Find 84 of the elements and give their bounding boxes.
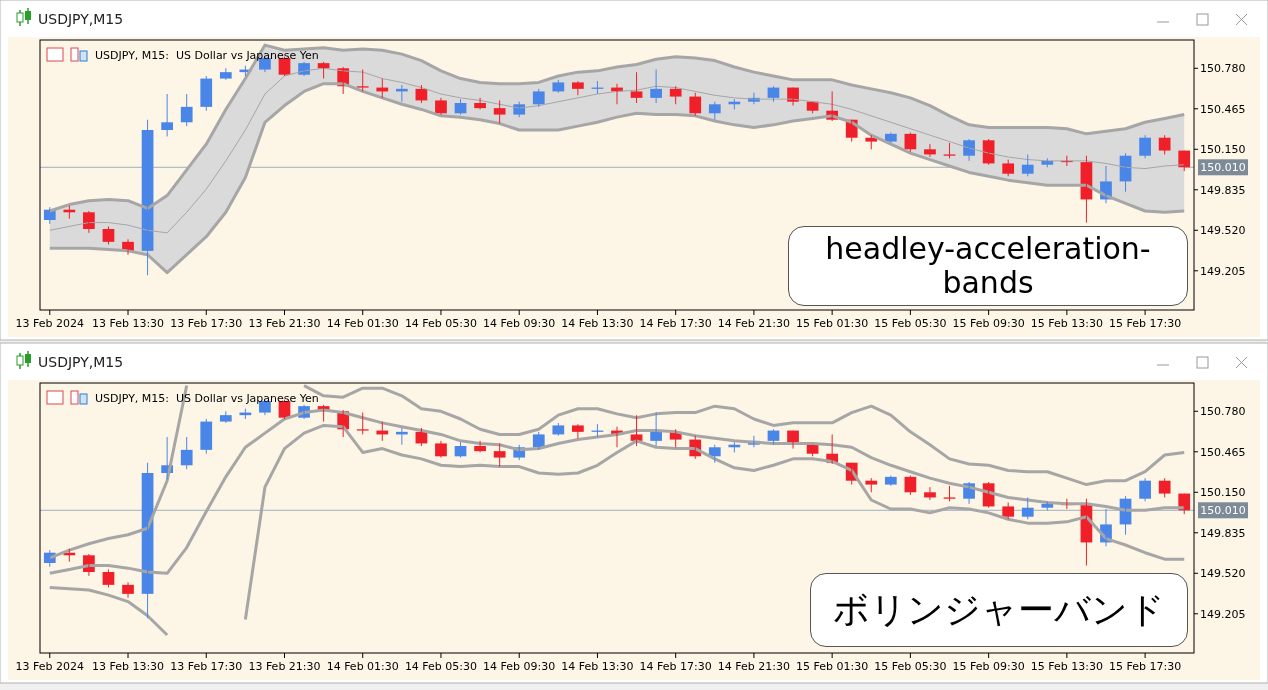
x-tick-label: 13 Feb 21:30 xyxy=(248,317,321,330)
candlestick xyxy=(865,477,878,493)
y-tick-label: 150.150 xyxy=(1200,486,1246,500)
candlestick xyxy=(1002,502,1015,520)
x-tick-label: 14 Feb 09:30 xyxy=(483,317,556,330)
x-tick-label: 15 Feb 13:30 xyxy=(1030,660,1103,673)
candlestick xyxy=(943,485,956,502)
candlestick xyxy=(219,410,232,424)
text: USDJPY, M15: US Dollar vs Japanese Yen xyxy=(95,49,319,62)
candlestick xyxy=(356,69,369,92)
x-tick-label: 15 Feb 01:30 xyxy=(796,660,869,673)
x-tick-label: 15 Feb 09:30 xyxy=(952,660,1025,673)
annotation: headley-acceleration-bands xyxy=(788,226,1188,306)
candlestick xyxy=(669,85,682,105)
text: USDJPY, M15: US Dollar vs Japanese Yen xyxy=(95,392,319,405)
x-tick-label: 14 Feb 17:30 xyxy=(639,317,712,330)
x-tick-label: 14 Feb 13:30 xyxy=(561,660,634,673)
y-tick-label: 150.150 xyxy=(1200,143,1246,157)
candlestick xyxy=(1158,134,1171,155)
y-tick-label: 149.205 xyxy=(1200,264,1246,278)
candlestick xyxy=(572,80,584,96)
x-tick-label: 14 Feb 01:30 xyxy=(326,660,399,673)
x-tick-label: 13 Feb 21:30 xyxy=(248,660,321,673)
candlestick xyxy=(1021,496,1034,520)
x-tick-label: 15 Feb 09:30 xyxy=(952,317,1025,330)
y-tick-label: 150.465 xyxy=(1200,445,1246,459)
x-tick-label: 15 Feb 05:30 xyxy=(874,660,947,673)
x-tick-label: 13 Feb 2024 xyxy=(15,660,85,673)
candlestick xyxy=(493,99,506,125)
candlestick xyxy=(572,423,584,439)
annotation: ボリンジャーバンド xyxy=(810,573,1188,647)
chart-title: USDJPY,M15 xyxy=(38,354,124,370)
x-tick-label: 14 Feb 21:30 xyxy=(717,317,790,330)
y-tick-label: 150.780 xyxy=(1200,62,1246,76)
candlestick xyxy=(356,412,369,435)
x-tick-label: 14 Feb 17:30 xyxy=(639,660,712,673)
y-tick-label: 149.835 xyxy=(1200,183,1246,197)
candlestick xyxy=(708,444,721,464)
x-tick-label: 13 Feb 13:30 xyxy=(91,317,165,330)
x-tick-label: 13 Feb 13:30 xyxy=(91,660,165,673)
candlestick xyxy=(219,67,232,81)
x-tick-label: 14 Feb 21:30 xyxy=(717,660,790,673)
candlestick xyxy=(1002,159,1015,177)
y-tick-label: 149.835 xyxy=(1200,526,1246,540)
x-tick-label: 13 Feb 2024 xyxy=(15,317,85,330)
candlestick xyxy=(532,431,545,451)
candlestick xyxy=(552,422,565,437)
x-tick-label: 15 Feb 01:30 xyxy=(796,317,869,330)
candlestick xyxy=(1041,500,1054,511)
candlestick xyxy=(689,92,702,117)
candlestick xyxy=(493,442,506,468)
candlestick xyxy=(200,418,213,455)
x-tick-label: 13 Feb 17:30 xyxy=(170,317,243,330)
x-tick-label: 14 Feb 05:30 xyxy=(404,660,478,673)
candlestick xyxy=(943,142,956,159)
candlestick xyxy=(180,436,193,470)
candlestick xyxy=(1021,153,1034,177)
x-tick-label: 15 Feb 05:30 xyxy=(874,317,947,330)
candlestick xyxy=(884,132,897,144)
chart-title: USDJPY,M15 xyxy=(38,11,124,27)
x-tick-label: 14 Feb 01:30 xyxy=(326,317,399,330)
ref-line-label: 150.010 xyxy=(1200,161,1246,175)
candlestick xyxy=(884,475,897,487)
y-tick-label: 149.520 xyxy=(1200,224,1246,238)
y-tick-label: 150.465 xyxy=(1200,102,1246,116)
x-tick-label: 15 Feb 17:30 xyxy=(1109,317,1182,330)
x-tick-label: 15 Feb 13:30 xyxy=(1030,317,1103,330)
candlestick xyxy=(708,101,721,121)
x-tick-label: 14 Feb 09:30 xyxy=(483,660,556,673)
candlestick xyxy=(865,134,878,150)
x-tick-label: 14 Feb 13:30 xyxy=(561,317,634,330)
x-tick-label: 15 Feb 17:30 xyxy=(1109,660,1182,673)
candlestick xyxy=(532,88,545,108)
candlestick xyxy=(180,93,193,127)
y-tick-label: 150.780 xyxy=(1200,405,1246,419)
y-tick-label: 149.205 xyxy=(1200,607,1246,621)
ref-line-label: 150.010 xyxy=(1200,504,1246,518)
candlestick xyxy=(630,71,643,104)
candlestick xyxy=(200,75,213,112)
candlestick xyxy=(1158,477,1171,498)
x-tick-label: 14 Feb 05:30 xyxy=(404,317,478,330)
candlestick xyxy=(552,79,565,94)
x-tick-label: 13 Feb 17:30 xyxy=(170,660,243,673)
y-tick-label: 149.520 xyxy=(1200,567,1246,581)
